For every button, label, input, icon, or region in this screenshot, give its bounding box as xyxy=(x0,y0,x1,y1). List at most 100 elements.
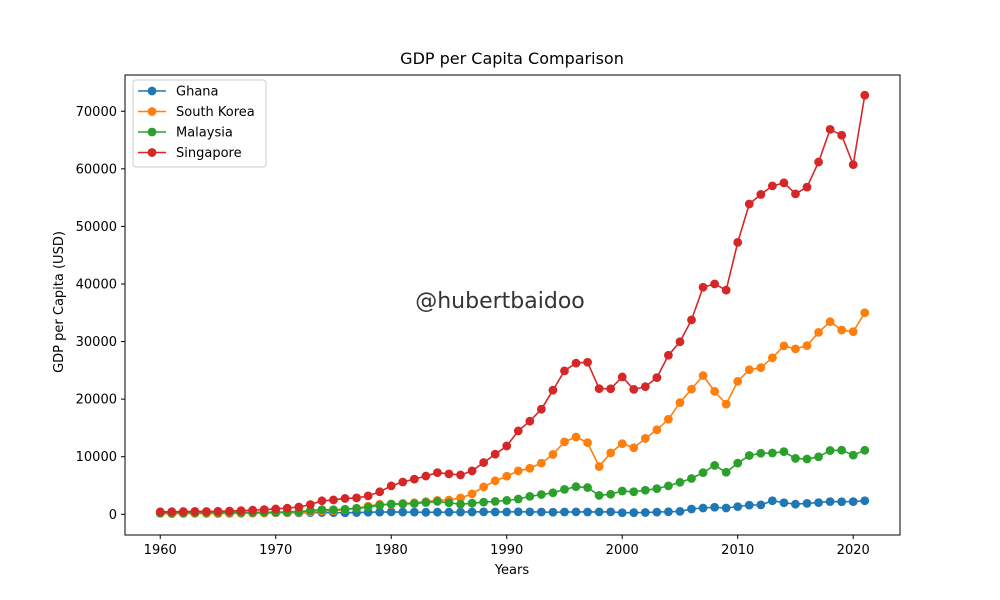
data-point xyxy=(571,482,581,492)
data-point xyxy=(594,507,604,517)
data-point xyxy=(791,189,800,199)
data-point xyxy=(536,490,546,499)
data-point xyxy=(433,497,442,506)
data-point xyxy=(629,487,639,497)
x-tick-label: 1970 xyxy=(259,543,292,558)
data-point xyxy=(617,372,627,382)
data-point xyxy=(583,438,592,447)
data-point xyxy=(802,454,812,464)
data-point xyxy=(860,90,870,100)
data-point xyxy=(363,491,373,501)
data-point xyxy=(548,507,558,517)
data-point xyxy=(548,385,558,395)
data-point xyxy=(375,487,385,497)
data-point xyxy=(640,485,650,495)
data-point xyxy=(513,494,523,504)
data-point xyxy=(791,499,800,509)
data-point xyxy=(456,499,465,509)
legend-marker xyxy=(147,148,157,157)
data-point xyxy=(733,502,743,512)
data-point xyxy=(583,507,592,517)
data-point xyxy=(317,505,327,515)
data-point xyxy=(629,508,639,518)
data-point xyxy=(375,507,385,517)
data-point xyxy=(317,496,327,506)
data-point xyxy=(744,365,754,375)
data-point xyxy=(837,445,847,455)
data-point xyxy=(664,414,673,424)
y-tick-label: 0 xyxy=(109,508,117,523)
data-point xyxy=(409,507,419,517)
legend-item: Singapore xyxy=(138,146,242,161)
data-point xyxy=(687,504,696,514)
data-point xyxy=(502,507,512,517)
data-point xyxy=(444,507,454,517)
data-point xyxy=(571,432,581,442)
data-point xyxy=(294,502,304,512)
data-point xyxy=(548,450,558,459)
data-point xyxy=(698,282,708,292)
data-point xyxy=(536,507,546,517)
data-point xyxy=(386,507,396,517)
data-point xyxy=(560,507,569,517)
data-point xyxy=(479,458,489,467)
data-point xyxy=(560,366,569,376)
data-point xyxy=(583,357,592,367)
data-point xyxy=(848,160,858,170)
data-point xyxy=(583,483,592,492)
data-point xyxy=(664,507,673,517)
data-point xyxy=(837,497,847,507)
x-tick-label: 1960 xyxy=(144,543,177,558)
data-point xyxy=(756,500,766,510)
data-point xyxy=(779,178,789,188)
data-point xyxy=(802,498,812,508)
data-point xyxy=(652,373,662,383)
data-point xyxy=(756,190,766,199)
data-point xyxy=(675,337,685,347)
data-point xyxy=(640,508,650,517)
series-line xyxy=(160,312,866,515)
y-tick-label: 10000 xyxy=(76,450,117,465)
data-point xyxy=(814,452,823,462)
data-point xyxy=(640,434,650,443)
data-point xyxy=(421,471,431,481)
data-point xyxy=(629,443,639,453)
data-point xyxy=(687,315,696,325)
data-point xyxy=(779,341,789,351)
x-tick-label: 1990 xyxy=(490,543,523,558)
legend-marker xyxy=(147,127,157,137)
data-point xyxy=(767,496,777,506)
data-point xyxy=(848,450,858,460)
legend-label: Ghana xyxy=(176,85,219,100)
data-point xyxy=(398,507,408,517)
data-point xyxy=(202,507,211,516)
data-point xyxy=(779,447,789,457)
data-point xyxy=(814,157,823,167)
data-point xyxy=(617,508,627,518)
data-point xyxy=(456,493,465,503)
data-point xyxy=(340,504,350,514)
data-point xyxy=(767,353,777,363)
data-point xyxy=(698,468,708,477)
data-point xyxy=(721,399,731,409)
data-point xyxy=(664,350,673,360)
data-point xyxy=(282,503,292,513)
data-point xyxy=(248,505,258,515)
data-point xyxy=(398,499,408,509)
data-point xyxy=(363,502,373,512)
y-tick-label: 50000 xyxy=(76,220,117,235)
data-point xyxy=(767,181,777,191)
data-point xyxy=(502,471,512,481)
data-point xyxy=(467,498,477,508)
data-point xyxy=(606,448,616,458)
data-point xyxy=(814,327,823,337)
data-point xyxy=(698,503,708,513)
y-axis-label: GDP per Capita (USD) xyxy=(52,231,67,373)
data-point xyxy=(837,325,847,335)
data-point xyxy=(825,317,835,327)
data-point xyxy=(525,507,535,517)
data-point xyxy=(490,449,500,459)
data-point xyxy=(490,507,500,517)
legend-label: South Korea xyxy=(176,105,255,120)
